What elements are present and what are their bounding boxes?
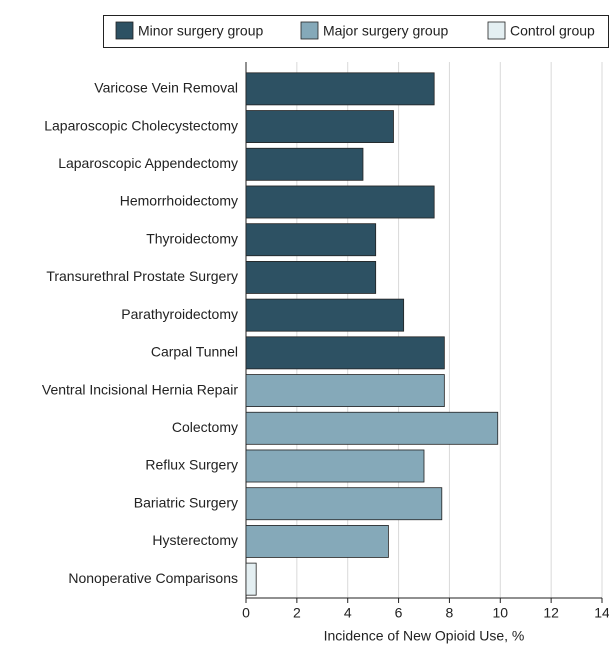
y-tick-label: Transurethral Prostate Surgery [46, 268, 238, 284]
y-tick-label: Laparoscopic Appendectomy [58, 155, 238, 171]
legend-label: Minor surgery group [138, 23, 263, 39]
x-tick-label: 10 [492, 605, 508, 621]
bar [245, 72, 435, 106]
x-axis-label: Incidence of New Opioid Use, % [324, 628, 525, 644]
x-tick-label: 8 [446, 605, 454, 621]
bar [245, 185, 435, 219]
y-tick-label: Hemorrhoidectomy [120, 193, 238, 209]
y-tick-label: Colectomy [172, 419, 238, 435]
bar [245, 525, 389, 558]
legend-label: Control group [510, 23, 595, 39]
bar [245, 411, 499, 445]
x-tick-label: 12 [543, 605, 559, 621]
y-tick-label: Nonoperative Comparisons [68, 570, 238, 586]
x-tick-label: 0 [242, 605, 250, 621]
bar [245, 298, 405, 332]
y-tick-label: Carpal Tunnel [151, 344, 238, 360]
bar [245, 260, 377, 294]
bar [245, 336, 445, 370]
x-tick-label: 14 [594, 605, 609, 621]
y-tick-label: Varicose Vein Removal [94, 80, 238, 96]
x-tick-label: 6 [395, 605, 403, 621]
legend-label: Major surgery group [323, 23, 448, 39]
y-tick-label: Parathyroidectomy [121, 306, 238, 322]
bar [245, 147, 364, 181]
legend-swatch [487, 21, 506, 40]
x-tick-label: 4 [344, 605, 352, 621]
bar [245, 374, 445, 407]
bar [245, 562, 257, 596]
bar [245, 223, 377, 257]
bar [245, 487, 443, 521]
y-tick-label: Laparoscopic Cholecystectomy [44, 117, 238, 133]
y-tick-label: Bariatric Surgery [134, 494, 238, 510]
x-tick-label: 2 [293, 605, 301, 621]
bar [245, 110, 394, 143]
legend-swatch [115, 21, 134, 40]
y-tick-label: Thyroidectomy [146, 230, 238, 246]
legend-swatch [300, 21, 319, 40]
y-tick-label: Ventral Incisional Hernia Repair [42, 381, 238, 397]
y-tick-label: Reflux Surgery [145, 457, 238, 473]
bar [245, 449, 425, 483]
y-tick-label: Hysterectomy [152, 532, 238, 548]
